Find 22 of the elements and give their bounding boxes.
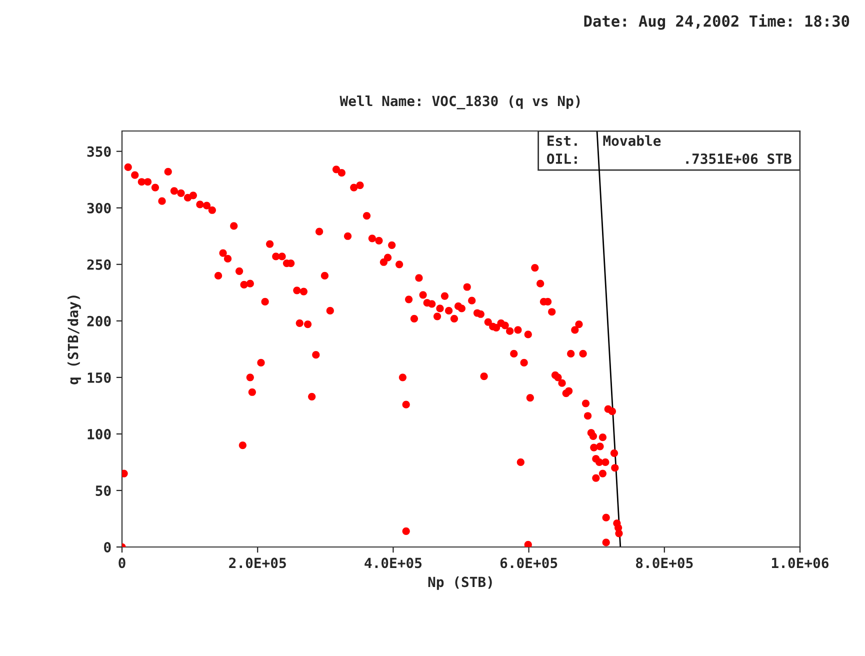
y-tick-label: 50 — [96, 485, 111, 496]
x-tick-label: 1.0E+06 — [772, 558, 829, 568]
y-tick-label: 150 — [88, 372, 111, 383]
y-tick-label: 100 — [88, 428, 111, 440]
y-tick-label: 0 — [104, 542, 111, 552]
x-tick-label: 4.0E+05 — [364, 558, 422, 568]
annotation: Est. — [548, 136, 577, 146]
chart-title: Well Name: VOC_1830 (q vs Np) — [340, 95, 580, 110]
x-axis-title: Np (STB) — [428, 576, 492, 590]
y-axis-title: q (STB/day) — [68, 296, 81, 384]
y-tick-label: 250 — [87, 259, 111, 270]
y-tick-label: 300 — [87, 202, 111, 214]
text: Date: Aug 24,2002 Time: 18:30 — [584, 14, 850, 30]
x-tick-label: 6.0E+05 — [500, 558, 558, 568]
x-tick-label: 2.0E+05 — [229, 558, 286, 568]
annotation: .7351E+06 STB — [686, 153, 792, 164]
y-tick-label: 200 — [87, 316, 111, 326]
x-tick-label: 8.0E+05 — [636, 558, 693, 568]
annotation: OIL: — [547, 153, 577, 164]
annotation: Movable — [603, 135, 661, 146]
x-tick-label: 0 — [118, 558, 126, 568]
y-tick-label: 350 — [87, 146, 111, 157]
